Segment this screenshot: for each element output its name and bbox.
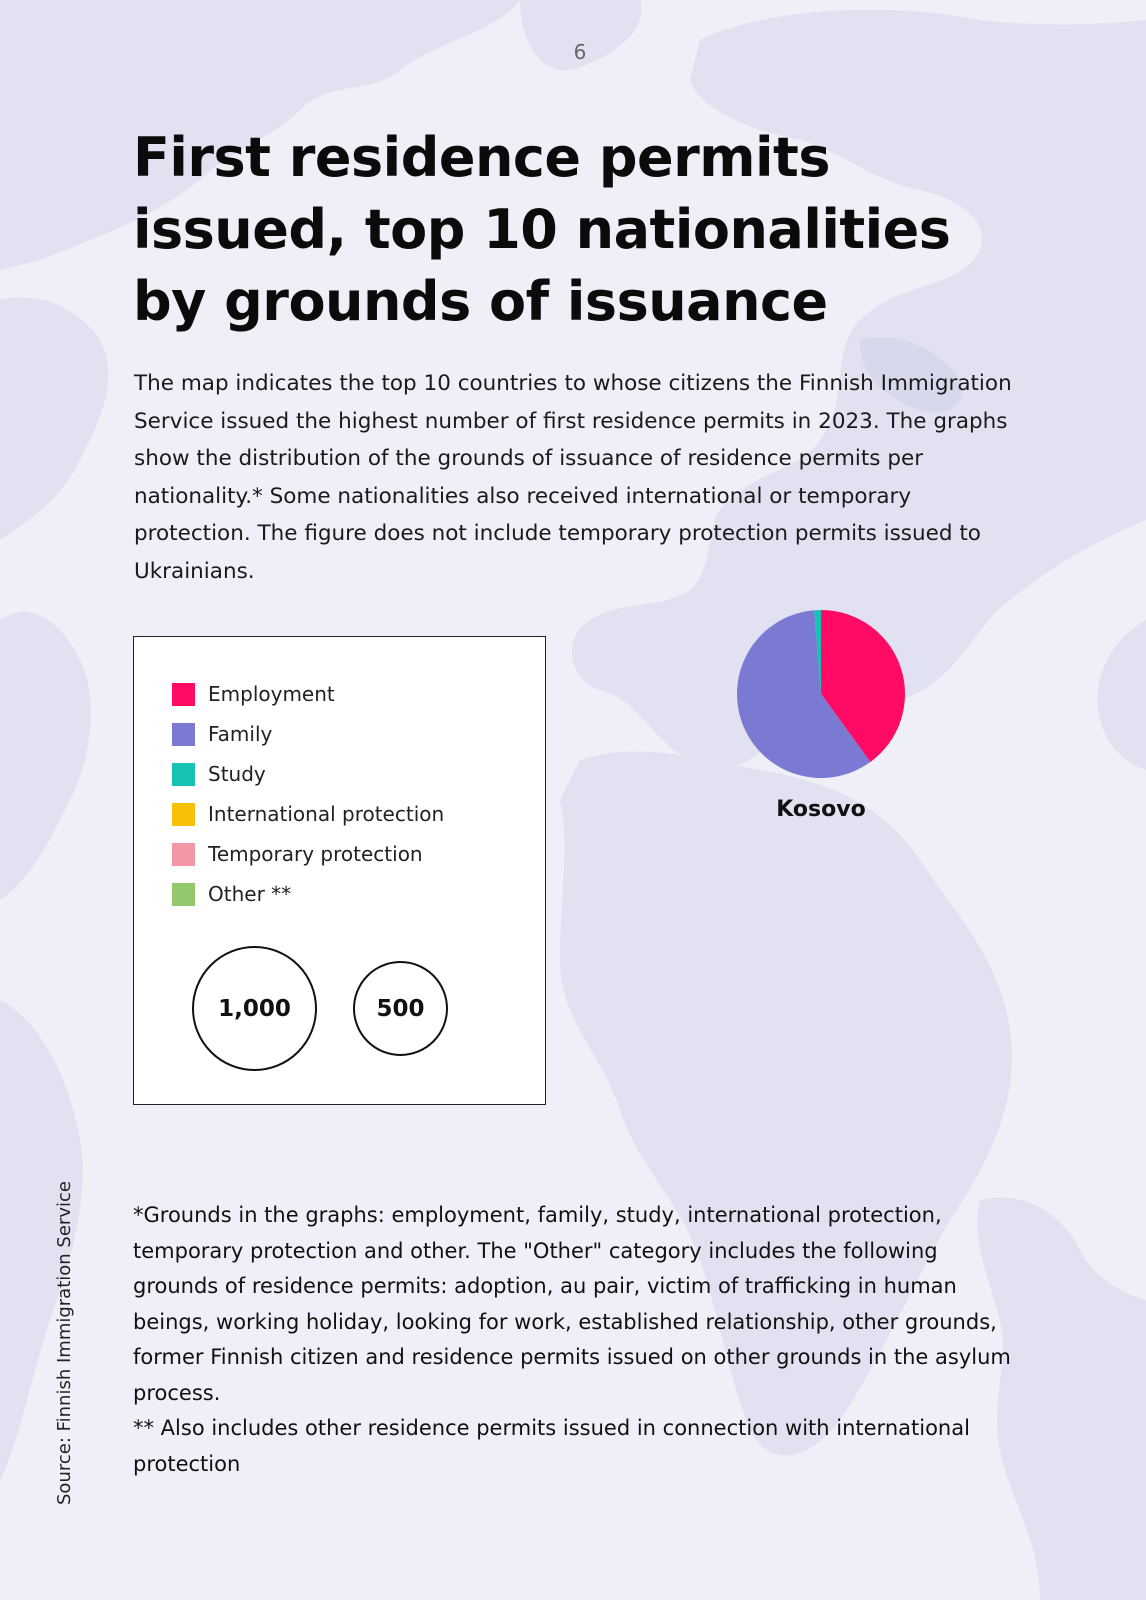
legend-box: Employment Family Study International pr… [133,636,546,1105]
legend-label: Study [208,762,266,786]
legend-item-other: Other ** [172,881,291,907]
legend-item-temporary-protection: Temporary protection [172,841,423,867]
legend-swatch-employment [172,682,195,706]
footnote: *Grounds in the graphs: employment, fami… [133,1198,1028,1482]
page-number: 6 [573,40,587,64]
legend-swatch-temporary-protection [172,842,195,866]
legend-swatch-study [172,762,195,786]
legend-label: Other ** [208,882,292,906]
legend-swatch-family [172,722,195,746]
legend-label: Temporary protection [208,842,423,866]
intro-paragraph: The map indicates the top 10 countries t… [134,371,1012,584]
legend-swatch-other [172,882,195,906]
pie-slices [737,610,905,778]
footnote-grounds: *Grounds in the graphs: employment, fami… [133,1203,1011,1405]
legend-item-family: Family [172,721,272,747]
legend-label: Employment [208,682,335,706]
pie-slice-study [814,610,821,694]
size-legend-500: 500 [353,961,448,1056]
legend-label: Family [208,722,273,746]
footnote-other: ** Also includes other residence permits… [133,1416,970,1476]
legend-item-employment: Employment [172,681,335,707]
pie-slice-employment [821,610,905,762]
page-title: First residence permits issued, top 10 n… [133,126,951,333]
pie-chart-kosovo: Kosovo [737,610,905,822]
pie-label-kosovo: Kosovo [776,797,865,822]
pie-slice-family [737,610,871,778]
legend-swatch-international-protection [172,802,195,826]
source-note: Source: Finnish Immigration Service [54,1181,75,1505]
size-legend-1000: 1,000 [192,946,317,1071]
legend-item-international-protection: International protection [172,801,444,827]
legend-label: International protection [208,802,445,826]
legend-item-study: Study [172,761,266,787]
